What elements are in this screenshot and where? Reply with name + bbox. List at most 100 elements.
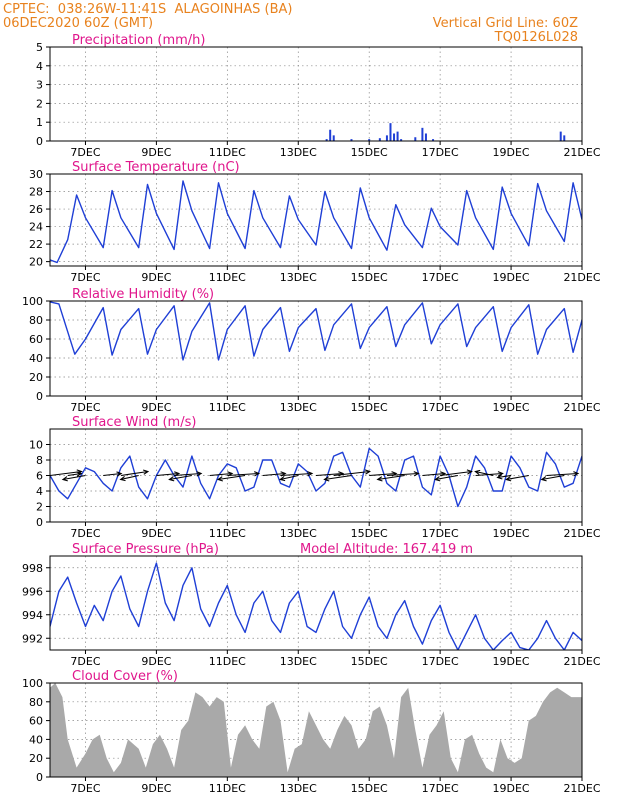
y-tick-label: 100	[22, 295, 43, 308]
precip-bar	[563, 135, 566, 141]
x-tick-label: 11DEC	[209, 655, 246, 668]
data-layer	[50, 683, 582, 777]
wind-arrow	[323, 474, 352, 482]
x-tick-label: 7DEC	[70, 401, 100, 414]
precip-bar	[329, 129, 332, 141]
precip-bar	[414, 137, 417, 141]
wind-arrow	[333, 469, 371, 477]
panel-5: Cloud Cover (%) 0 20 40 60 80 100 7DEC 9DEC 11DEC…	[22, 669, 601, 795]
y-tick-label: 26	[29, 203, 43, 216]
y-tick-label: 28	[29, 186, 43, 199]
precip-bar	[396, 131, 399, 141]
x-tick-label: 19DEC	[493, 782, 530, 795]
wind-arrow	[540, 474, 565, 482]
panel-3: Surface Wind (m/s) 0 2 4 6 8 10 7DEC 9DEC 11DEC 13…	[29, 415, 601, 540]
series-line	[50, 562, 582, 650]
x-tick-label: 21DEC	[563, 527, 600, 540]
x-tick-label: 15DEC	[351, 782, 388, 795]
x-tick-label: 7DEC	[70, 146, 100, 159]
precip-bar	[385, 135, 388, 141]
y-tick-label: 60	[29, 715, 43, 728]
wind-arrow	[168, 474, 192, 482]
x-tick-label: 19DEC	[493, 271, 530, 284]
precip-bar	[400, 139, 403, 141]
x-tick-label: 21DEC	[563, 271, 600, 284]
wind-arrow	[434, 474, 458, 482]
y-tick-label: 24	[29, 221, 43, 234]
y-tick-label: 20	[29, 752, 43, 765]
y-tick-label: 80	[29, 314, 43, 327]
wind-arrow	[174, 471, 203, 477]
plot-border	[49, 300, 583, 397]
y-tick-label: 0	[36, 771, 43, 784]
plot-frame	[49, 46, 583, 142]
y-tick-label: 0	[36, 390, 43, 403]
wind-arrow	[119, 474, 139, 482]
x-tick-label: 9DEC	[141, 782, 171, 795]
x-tick-label: 17DEC	[422, 655, 459, 668]
x-tick-label: 13DEC	[280, 782, 317, 795]
wind-arrow	[50, 469, 83, 477]
x-tick-label: 21DEC	[563, 782, 600, 795]
y-tick-label: 100	[22, 677, 43, 690]
y-tick-label: 0	[36, 516, 43, 529]
precip-bar	[368, 139, 371, 141]
x-tick-label: 13DEC	[280, 527, 317, 540]
panel-title: Surface Wind (m/s)	[72, 415, 196, 430]
y-tick-label: 994	[22, 609, 43, 622]
x-tick-label: 7DEC	[70, 527, 100, 540]
x-tick-label: 11DEC	[209, 401, 246, 414]
x-tick-label: 9DEC	[141, 146, 171, 159]
y-tick-label: 4	[36, 60, 43, 73]
panel-0: Precipitation (mm/h) 0 1 2 3 4 5 7DEC 9DEC 11DEC 1…	[36, 33, 601, 159]
plot-border	[49, 682, 583, 778]
x-tick-label: 17DEC	[422, 782, 459, 795]
x-tick-label: 9DEC	[141, 527, 171, 540]
x-tick-label: 19DEC	[493, 655, 530, 668]
series-line	[50, 447, 582, 508]
x-tick-label: 7DEC	[70, 782, 100, 795]
y-tick-label: 992	[22, 632, 43, 645]
x-tick-label: 13DEC	[280, 401, 317, 414]
y-tick-label: 40	[29, 352, 43, 365]
y-tick-label: 10	[29, 439, 43, 452]
x-tick-label: 11DEC	[209, 146, 246, 159]
x-tick-label: 15DEC	[351, 146, 388, 159]
panel-4: Surface Pressure (hPa) Model Altitude: 16…	[22, 542, 601, 668]
y-tick-label: 998	[22, 562, 43, 575]
x-tick-label: 21DEC	[563, 401, 600, 414]
wind-arrow	[216, 474, 246, 482]
wind-arrow	[386, 471, 420, 477]
panel-title: Relative Humidity (%)	[72, 287, 214, 302]
wind-arrow	[120, 469, 150, 477]
y-tick-label: 60	[29, 333, 43, 346]
plot-frame	[49, 555, 583, 651]
data-layer	[50, 447, 582, 508]
wind-arrow	[496, 474, 512, 480]
wind-arrow	[505, 474, 529, 482]
precip-bar	[421, 127, 424, 141]
y-tick-label: 0	[36, 135, 43, 148]
y-tick-label: 22	[29, 238, 43, 251]
panel-title: Cloud Cover (%)	[72, 669, 178, 684]
x-tick-label: 11DEC	[209, 271, 246, 284]
x-tick-label: 21DEC	[563, 655, 600, 668]
wind-arrow	[546, 471, 580, 477]
x-tick-label: 13DEC	[280, 655, 317, 668]
precip-bar	[393, 133, 396, 141]
precip-bar	[432, 139, 435, 141]
y-tick-label: 8	[36, 454, 43, 467]
cloud-cover-area	[50, 683, 582, 777]
y-tick-label: 3	[36, 79, 43, 92]
data-layer	[325, 123, 566, 141]
wind-arrow	[376, 474, 405, 482]
header-station: CPTEC: 038:26W-11:41S ALAGOINHAS (BA)	[3, 2, 293, 17]
wind-arrow	[440, 469, 473, 477]
y-tick-label: 80	[29, 696, 43, 709]
y-tick-label: 20	[29, 371, 43, 384]
precip-bar	[325, 139, 328, 141]
precip-bar	[378, 138, 381, 141]
x-tick-label: 17DEC	[422, 401, 459, 414]
y-tick-label: 20	[29, 256, 43, 269]
header-model-code: TQ0126L028	[494, 30, 578, 45]
